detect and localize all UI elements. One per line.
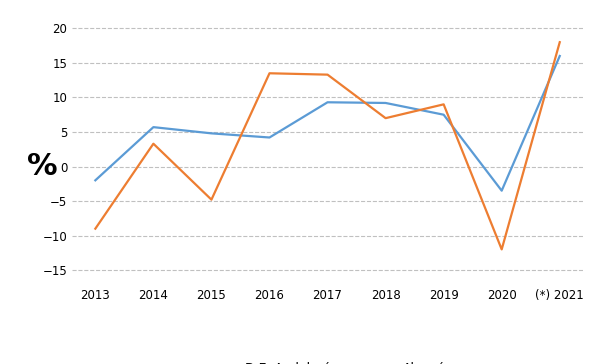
Line: D.E. Andalucía: D.E. Andalucía xyxy=(96,56,560,191)
Almería xyxy=(498,247,505,252)
Almería xyxy=(324,72,331,77)
Almería xyxy=(556,40,563,44)
Almería xyxy=(382,116,389,120)
Almería xyxy=(208,198,215,202)
D.E. Andalucía xyxy=(150,125,157,129)
Line: Almería: Almería xyxy=(96,42,560,249)
D.E. Andalucía xyxy=(556,54,563,58)
Legend: D.E. Andalucía, Almería: D.E. Andalucía, Almería xyxy=(199,357,456,364)
D.E. Andalucía xyxy=(92,178,99,182)
D.E. Andalucía xyxy=(208,131,215,135)
Almería xyxy=(92,226,99,231)
D.E. Andalucía xyxy=(324,100,331,104)
D.E. Andalucía xyxy=(498,189,505,193)
Almería xyxy=(266,71,273,75)
D.E. Andalucía xyxy=(266,135,273,140)
Text: %: % xyxy=(27,152,58,181)
D.E. Andalucía xyxy=(440,112,447,117)
Almería xyxy=(440,102,447,107)
D.E. Andalucía xyxy=(382,101,389,105)
Almería xyxy=(150,142,157,146)
